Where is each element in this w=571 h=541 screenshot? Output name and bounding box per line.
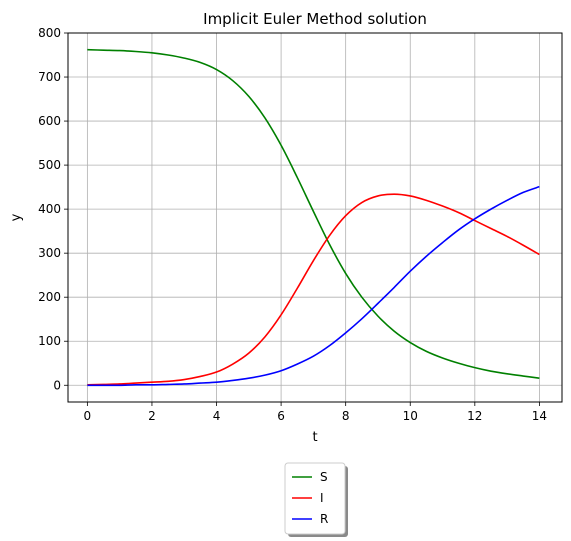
legend-box — [284, 462, 346, 535]
y-tick-label: 600 — [38, 114, 61, 128]
series-line-R — [87, 185, 540, 387]
y-tick-label: 400 — [38, 202, 61, 216]
x-tick-label: 14 — [532, 409, 547, 423]
x-axis-label: t — [312, 430, 317, 445]
y-axis-label: y — [9, 213, 24, 221]
y-tick-label: 0 — [53, 378, 61, 392]
legend-label-I: I — [320, 491, 324, 505]
y-tick-label: 500 — [38, 158, 61, 172]
y-tick-label: 700 — [38, 70, 61, 84]
x-tick-label: 8 — [342, 409, 350, 423]
legend-label-S: S — [320, 470, 328, 484]
legend-label-R: R — [320, 512, 328, 526]
x-tick-label: 12 — [467, 409, 482, 423]
series-line-I — [87, 193, 540, 386]
y-tick-label: 100 — [38, 334, 61, 348]
axis-ticks: 0 2 4 6 8 10 12 14 0 100 200 300 400 500 600 700 800 — [38, 26, 547, 423]
x-tick-label: 6 — [277, 409, 285, 423]
y-tick-label: 800 — [38, 26, 61, 40]
x-tick-label: 4 — [213, 409, 221, 423]
x-tick-label: 0 — [84, 409, 92, 423]
legend: SIR — [284, 462, 348, 537]
plot-frame — [67, 32, 563, 403]
y-tick-label: 300 — [38, 246, 61, 260]
x-tick-label: 2 — [148, 409, 156, 423]
chart-title: Implicit Euler Method solution — [203, 10, 427, 28]
y-tick-label: 200 — [38, 290, 61, 304]
series-lines — [87, 48, 540, 387]
grid — [68, 32, 562, 402]
series-line-S — [87, 48, 540, 380]
x-tick-label: 10 — [403, 409, 418, 423]
